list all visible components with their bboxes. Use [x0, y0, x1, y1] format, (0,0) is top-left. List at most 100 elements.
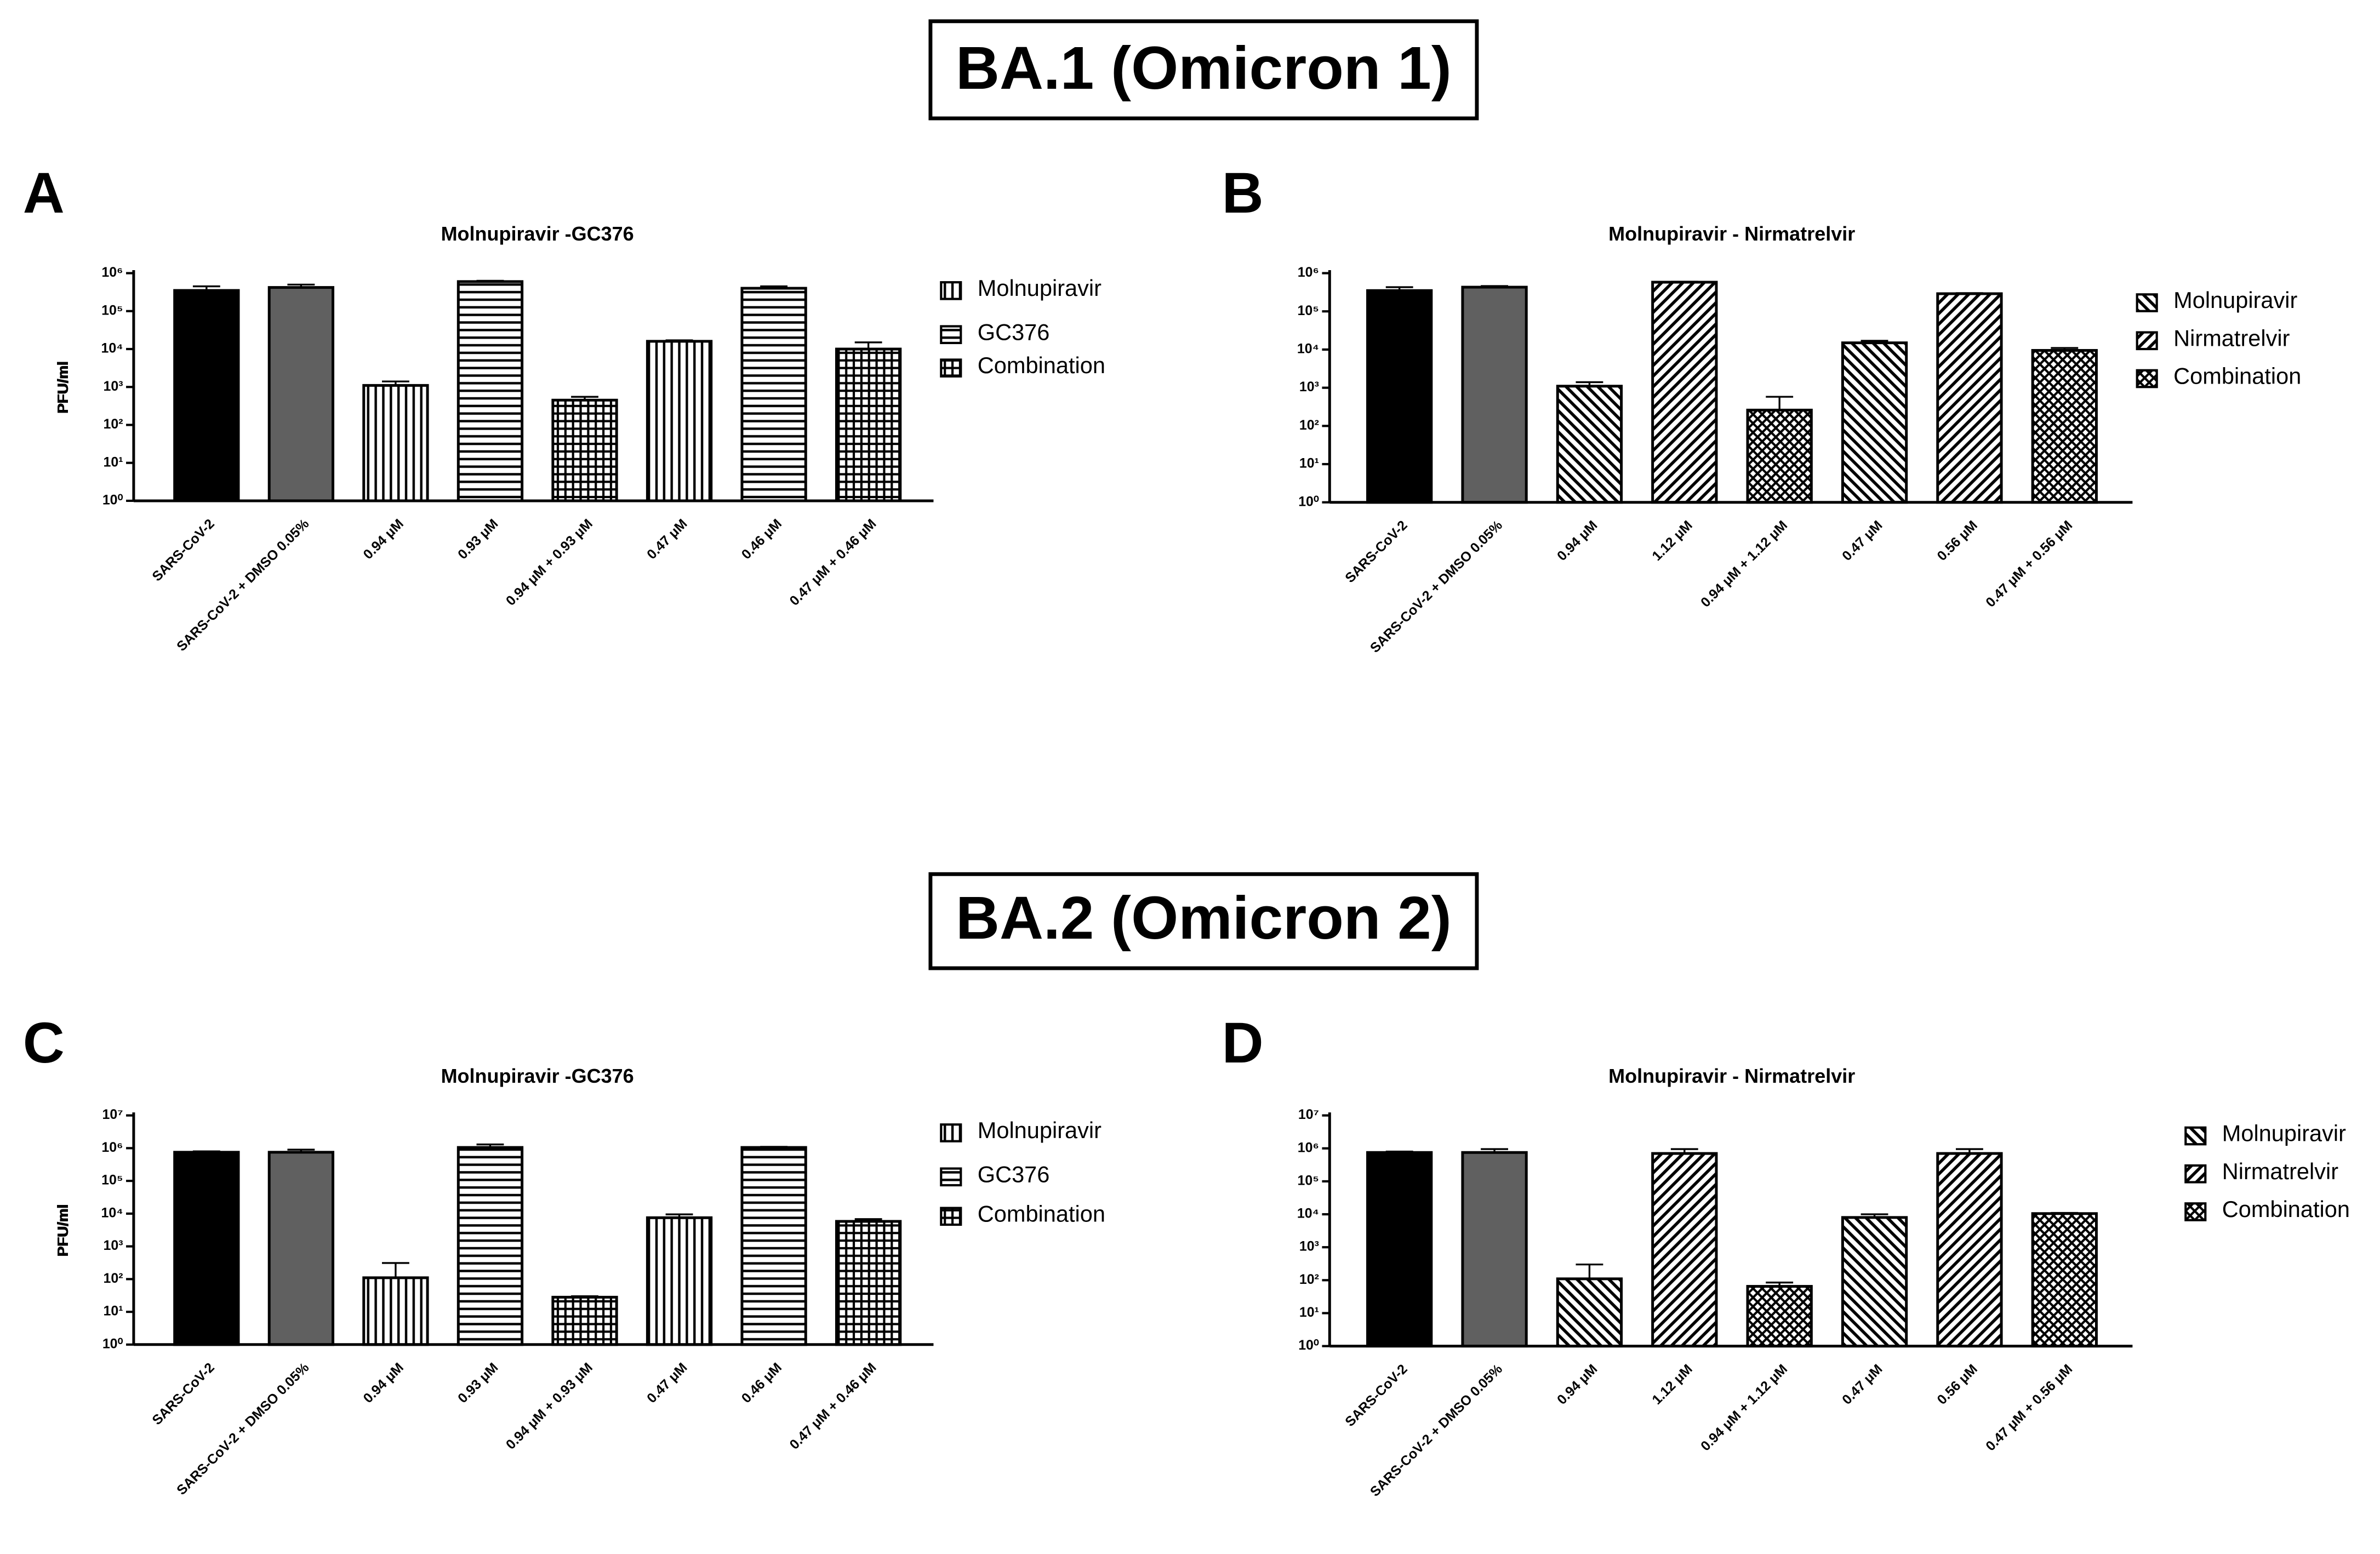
legend-swatch	[940, 1167, 962, 1187]
x-tick-label: 0.93 μM	[455, 516, 501, 562]
bar	[456, 280, 524, 502]
y-axis-label: PFU/ml	[54, 361, 71, 413]
y-tick-label: 10³	[104, 379, 123, 394]
x-tick-label: 1.12 μM	[1649, 518, 1695, 564]
bar	[173, 289, 240, 502]
bar	[1746, 408, 1813, 504]
legend-label: GC376	[978, 1161, 1050, 1187]
panel-letter: D	[1222, 1011, 1264, 1075]
legend-label: Combination	[2222, 1196, 2350, 1222]
y-tick-label: 10⁵	[101, 1173, 123, 1188]
x-tick-label: 0.94 μM	[360, 516, 406, 562]
chart-title: Molnupiravir -GC376	[441, 1065, 634, 1087]
bar	[1746, 1285, 1813, 1348]
y-tick-label: 10⁰	[1298, 494, 1319, 509]
x-tick-label: 0.94 μM + 0.93 μM	[503, 516, 596, 609]
legend-swatch	[940, 281, 962, 300]
section-box	[928, 872, 1479, 970]
legend-swatch	[2136, 369, 2158, 388]
legend-swatch	[2184, 1164, 2207, 1184]
y-tick-label: 10⁵	[1298, 303, 1319, 318]
y-tick-label: 10⁴	[101, 341, 123, 356]
y-tick-label: 10⁴	[1297, 1206, 1319, 1221]
x-tick-label: 0.46 μM	[739, 516, 785, 562]
legend-swatch	[2184, 1202, 2207, 1221]
bar	[1841, 1216, 1908, 1348]
legend-label: Molnupiravir	[978, 275, 1101, 301]
x-tick-label: 0.94 μM + 1.12 μM	[1698, 518, 1790, 610]
x-tick-label: SARS-CoV-2	[149, 516, 218, 585]
y-tick-label: 10⁶	[1298, 265, 1319, 280]
panel-letter: A	[23, 161, 65, 225]
x-tick-label: 1.12 μM	[1649, 1361, 1695, 1407]
legend-label: Molnupiravir	[978, 1117, 1101, 1143]
bar	[267, 286, 335, 502]
y-tick-label: 10¹	[1299, 1305, 1319, 1320]
bar	[740, 1146, 807, 1346]
section-title: BA.1 (Omicron 1)	[956, 35, 1452, 102]
bar	[1936, 292, 2003, 504]
bar	[1556, 1277, 1623, 1348]
x-tick-label: 0.47 μM	[1839, 518, 1885, 564]
y-tick-label: 10⁷	[1298, 1107, 1319, 1122]
x-tick-label: 0.47 μM + 0.46 μM	[786, 1360, 879, 1453]
bar	[362, 1276, 429, 1346]
x-tick-label: 0.56 μM	[1934, 1361, 1980, 1407]
x-tick-label: 0.93 μM	[455, 1360, 501, 1406]
bar	[1651, 281, 1718, 504]
legend-label: Combination	[978, 1201, 1105, 1226]
x-tick-label: 0.94 μM + 1.12 μM	[1698, 1361, 1790, 1454]
bar	[646, 1216, 713, 1346]
legend-label: GC376	[978, 319, 1050, 345]
chart-title: Molnupiravir - Nirmatrelvir	[1608, 1065, 1855, 1087]
legend-swatch	[940, 325, 962, 344]
x-tick-label: 0.94 μM + 0.93 μM	[503, 1360, 596, 1453]
y-tick-label: 10⁶	[101, 265, 123, 280]
bar	[267, 1151, 335, 1346]
y-tick-label: 10¹	[1299, 456, 1319, 471]
y-tick-label: 10²	[104, 1271, 123, 1286]
bar	[835, 347, 902, 502]
y-tick-label: 10⁰	[102, 1336, 123, 1351]
y-tick-label: 10⁰	[102, 493, 123, 508]
bar	[740, 287, 807, 502]
bar	[835, 1220, 902, 1346]
y-tick-label: 10⁴	[101, 1205, 123, 1220]
x-tick-label: 0.94 μM	[1554, 518, 1600, 564]
section-title: BA.2 (Omicron 2)	[956, 884, 1452, 952]
bar	[1366, 289, 1433, 504]
legend-label: Molnupiravir	[2173, 287, 2297, 313]
bar	[1556, 385, 1623, 504]
legend-label: Nirmatrelvir	[2173, 325, 2290, 351]
bar	[1461, 1151, 1528, 1348]
legend-label: Combination	[2173, 363, 2301, 389]
bar	[456, 1146, 524, 1346]
legend-swatch	[940, 1123, 962, 1142]
y-tick-label: 10⁶	[1298, 1140, 1319, 1155]
chart-title: Molnupiravir - Nirmatrelvir	[1608, 222, 1855, 245]
x-tick-label: 0.47 μM	[644, 516, 690, 562]
y-tick-label: 10²	[1299, 418, 1319, 433]
y-axis-label: PFU/ml	[54, 1204, 71, 1256]
legend-label: Molnupiravir	[2222, 1121, 2346, 1146]
y-tick-label: 10³	[1299, 379, 1319, 395]
y-tick-label: 10⁴	[1297, 341, 1319, 356]
x-tick-label: 0.56 μM	[1934, 518, 1980, 564]
x-tick-label: 0.47 μM + 0.56 μM	[1983, 1361, 2075, 1454]
y-tick-label: 10⁶	[101, 1140, 123, 1155]
bar	[362, 384, 429, 502]
bar	[1366, 1151, 1433, 1348]
x-tick-label: 0.47 μM + 0.46 μM	[786, 516, 879, 609]
x-tick-label: 0.47 μM + 0.56 μM	[1983, 518, 2075, 610]
x-tick-label: 0.47 μM	[1839, 1361, 1885, 1407]
legend-label: Combination	[978, 352, 1105, 378]
legend-swatch	[940, 1207, 962, 1226]
y-tick-label: 10³	[1299, 1239, 1319, 1254]
x-tick-label: 0.94 μM	[360, 1360, 406, 1406]
y-tick-label: 10²	[104, 416, 123, 432]
x-tick-label: 0.47 μM	[644, 1360, 690, 1406]
y-axis-label: PFU/ml	[54, 1204, 71, 1256]
bar	[1936, 1152, 2003, 1348]
bar	[173, 1151, 240, 1346]
